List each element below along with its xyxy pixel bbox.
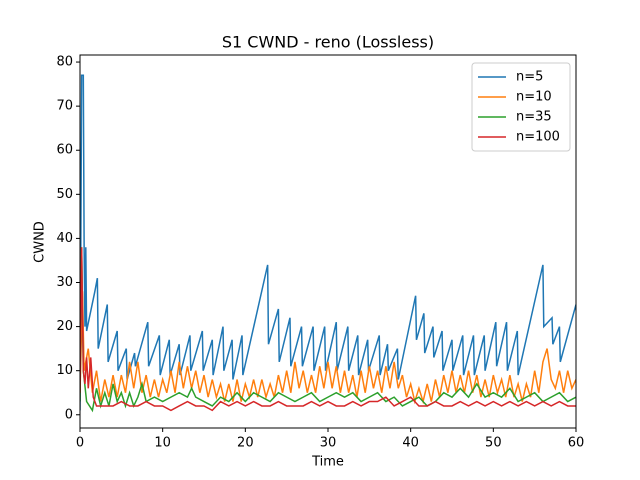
line — [80, 247, 576, 412]
x-tick-label: 10 — [154, 436, 171, 451]
x-tick-label: 60 — [568, 436, 585, 451]
line — [80, 291, 576, 405]
x-tick-label: 0 — [76, 436, 84, 451]
y-tick-label: 40 — [56, 231, 73, 246]
y-axis-label: CWND — [33, 221, 48, 263]
legend-label: n=5 — [516, 70, 543, 85]
y-tick-label: 70 — [56, 99, 73, 114]
x-tick-label: 40 — [402, 436, 419, 451]
line — [80, 247, 576, 413]
plot-frame — [79, 54, 577, 429]
legend-label: n=10 — [516, 90, 552, 105]
legend-box — [471, 62, 571, 152]
y-tick-label: 30 — [56, 275, 73, 290]
legend-label: n=100 — [516, 130, 560, 145]
y-tick-label: 0 — [65, 407, 73, 422]
x-tick-label: 20 — [237, 436, 254, 451]
legend-label: n=35 — [516, 110, 552, 125]
x-tick-label: 50 — [485, 436, 502, 451]
y-tick-label: 10 — [56, 363, 73, 378]
x-axis-label: Time — [311, 455, 344, 470]
line — [80, 74, 576, 411]
y-tick-label: 20 — [56, 319, 73, 334]
y-tick-label: 80 — [56, 55, 73, 70]
y-tick-label: 50 — [56, 187, 73, 202]
chart-title: S1 CWND - reno (Lossless) — [222, 33, 434, 52]
x-tick-label: 30 — [320, 436, 337, 451]
y-tick-label: 60 — [56, 143, 73, 158]
